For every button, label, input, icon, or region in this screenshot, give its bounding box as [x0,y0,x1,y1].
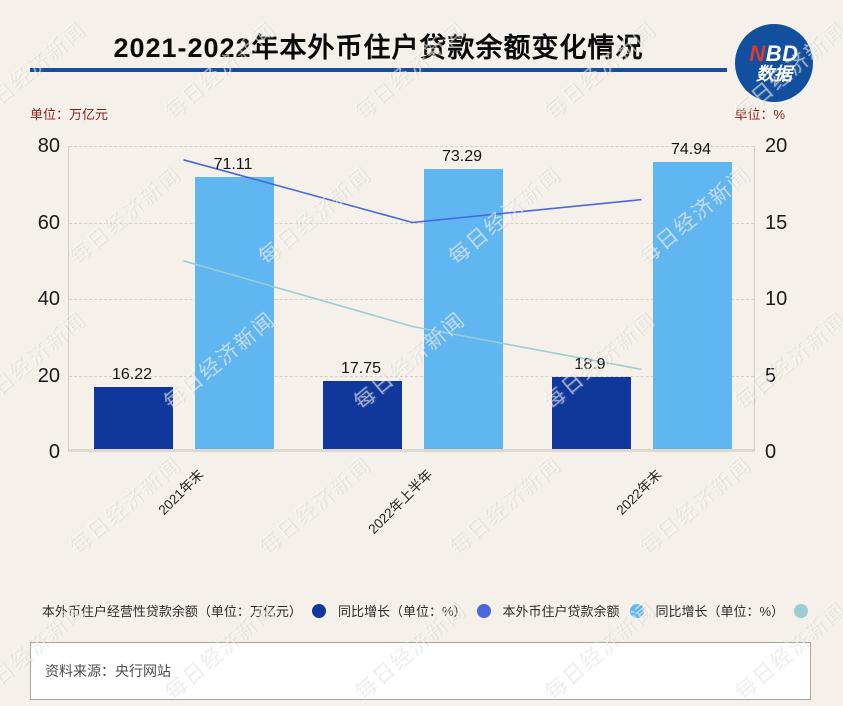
bar-operating-loans [322,381,402,449]
growth-lines [183,159,642,371]
left-axis-tick: 40 [37,288,60,310]
left-axis-tick: 20 [37,364,60,387]
chart-title: 2021-2022年本外币住户贷款余额变化情况 [113,33,644,63]
legend: 本外币住户经营性贷款余额（单位：万亿元） 同比增长（单位：%） 本外币住户贷款余额 同… [30,601,820,620]
left-axis-unit: 单位：万亿元 [30,107,109,122]
legend-swatch [311,603,326,618]
legend-swatch [629,603,644,618]
bar-value-label: 73.29 [441,147,483,165]
line-operating-growth [183,159,642,224]
right-axis-tick: 20 [765,135,788,157]
bar-operating-loans [551,376,631,449]
nbd-logo-text: NBD [749,41,799,66]
bar-value-label: 18.9 [574,355,606,373]
legend-item-1: 同比增长（单位：%） [338,601,491,620]
legend-swatch [794,603,809,618]
legend-label: 本外币住户贷款余额 [502,604,620,619]
source-text: 资料来源：央行网站 [45,663,171,679]
left-axis-tick: 0 [48,441,60,463]
line-household-growth [183,260,642,371]
legend-item-2: 本外币住户贷款余额 [503,601,644,620]
x-axis-label: 2022年上半年 [364,466,435,537]
right-axis-unit: 单位：% [734,107,785,122]
plot-area [68,146,755,452]
bar-value-label: 74.94 [670,141,712,159]
legend-label: 本外币住户经营性贷款余额（单位：万亿元） [41,604,302,619]
legend-item-0: 本外币住户经营性贷款余额（单位：万亿元） [42,601,326,620]
right-axis-tick: 10 [765,288,788,310]
x-axis-label: 2022年末 [612,466,664,518]
left-axis-tick: 80 [37,135,60,157]
watermark-text: 每日经济新闻 [444,452,566,560]
bar-household-loans [194,177,274,449]
source-box: 资料来源：央行网站 [30,642,811,700]
nbd-logo-subtext: 数据 [756,64,792,85]
gridline [69,375,754,377]
x-axis-label: 2021年末 [154,466,206,518]
bar-value-label: 17.75 [340,360,382,378]
gridline [69,146,754,147]
left-axis-tick: 60 [37,211,60,234]
bar-value-label: 16.22 [111,365,153,383]
legend-label: 同比增长（单位：%） [655,604,785,619]
nbd-logo: NBD 数据 [735,24,813,102]
bar-operating-loans [93,386,173,449]
legend-swatch [476,603,491,618]
right-axis-tick: 0 [765,441,777,463]
bar-household-loans [652,162,732,449]
gridline [69,299,754,300]
legend-item-3: 同比增长（单位：%） [656,601,809,620]
legend-label: 同比增长（单位：%） [337,604,467,619]
title-underline [30,68,727,72]
bar-value-label: 71.11 [213,156,253,173]
right-axis-tick: 15 [765,211,788,234]
right-axis-tick: 5 [765,364,777,387]
